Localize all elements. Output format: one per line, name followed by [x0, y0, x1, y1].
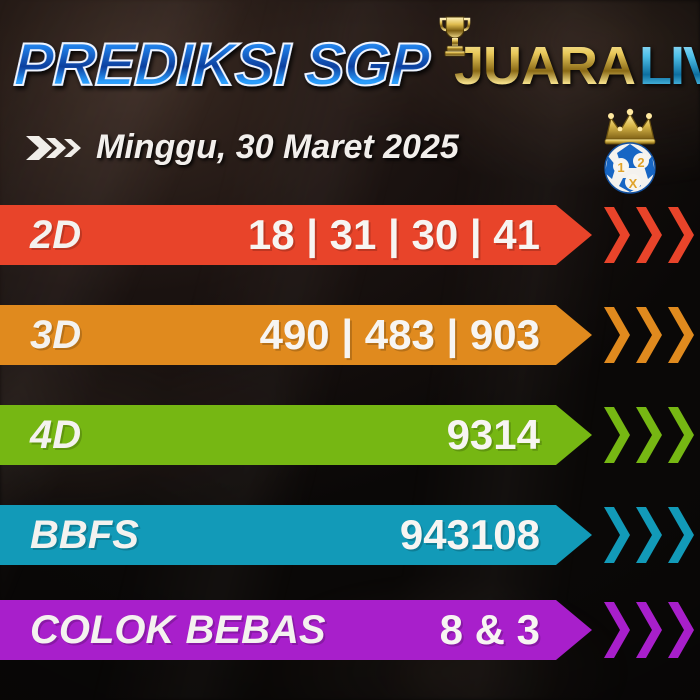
- trophy-icon: [438, 14, 472, 72]
- brand-logo: JUARA LIVE: [432, 16, 700, 104]
- chevron-group: [604, 505, 694, 565]
- double-chevron-right-icon: [26, 133, 82, 163]
- chevron-right-icon: [668, 602, 694, 658]
- chevron-right-icon: [636, 207, 662, 263]
- crowned-ball-badge: 1 2 X: [586, 104, 684, 196]
- brand-name-secondary: LIVE: [639, 35, 700, 97]
- ball-mark-1: 1: [617, 160, 624, 175]
- soccer-ball-icon: 1 2 X: [604, 142, 656, 194]
- prediction-bar[interactable]: COLOK BEBAS 8 & 3: [0, 600, 592, 660]
- prediction-value: 490 | 483 | 903: [259, 311, 540, 358]
- date-text: Minggu, 30 Maret 2025: [96, 128, 459, 166]
- prediction-label: 4D: [30, 413, 82, 457]
- chevron-group: [604, 205, 694, 265]
- prediction-label: COLOK BEBAS: [30, 608, 326, 652]
- chevron-right-icon: [604, 307, 630, 363]
- crown-icon: [604, 108, 656, 145]
- chevron-right-icon: [636, 407, 662, 463]
- prediction-label: 3D: [30, 313, 82, 357]
- chevron-group: [604, 405, 694, 465]
- poster-header: PREDIKSI SGP: [0, 0, 700, 200]
- prediction-label: BBFS: [30, 513, 139, 557]
- prediction-bar[interactable]: 3D 490 | 483 | 903: [0, 305, 592, 365]
- prediction-bar[interactable]: 2D 18 | 31 | 30 | 41: [0, 205, 592, 265]
- chevron-right-icon: [668, 407, 694, 463]
- chevron-right-icon: [668, 507, 694, 563]
- prediction-row: 3D 490 | 483 | 903: [0, 305, 700, 365]
- prediction-bar[interactable]: 4D 9314: [0, 405, 592, 465]
- prediction-value: 9314: [446, 411, 540, 458]
- chevron-right-icon: [604, 207, 630, 263]
- chevron-right-icon: [636, 307, 662, 363]
- prediction-value: 18 | 31 | 30 | 41: [247, 211, 540, 258]
- chevron-group: [604, 305, 694, 365]
- prediction-value: 8 & 3: [439, 606, 540, 653]
- prediction-value: 943108: [399, 511, 540, 558]
- chevron-right-icon: [668, 207, 694, 263]
- chevron-right-icon: [604, 602, 630, 658]
- prediction-row: 2D 18 | 31 | 30 | 41: [0, 205, 700, 265]
- prediction-bar[interactable]: BBFS 943108: [0, 505, 592, 565]
- prediction-row: BBFS 943108: [0, 505, 700, 565]
- chevron-right-icon: [604, 507, 630, 563]
- chevron-right-icon: [636, 507, 662, 563]
- chevron-group: [604, 600, 694, 660]
- chevron-right-icon: [604, 407, 630, 463]
- prediction-row: COLOK BEBAS 8 & 3: [0, 600, 700, 660]
- brand-name-primary: JUARA: [432, 35, 636, 97]
- page-title: PREDIKSI SGP: [12, 26, 436, 104]
- prediction-row: 4D 9314: [0, 405, 700, 465]
- ball-mark-x: X: [629, 176, 638, 191]
- prediction-label: 2D: [30, 213, 82, 257]
- chevron-right-icon: [636, 602, 662, 658]
- chevron-right-icon: [668, 307, 694, 363]
- ball-mark-2: 2: [637, 155, 644, 170]
- date-banner: Minggu, 30 Maret 2025: [26, 128, 459, 167]
